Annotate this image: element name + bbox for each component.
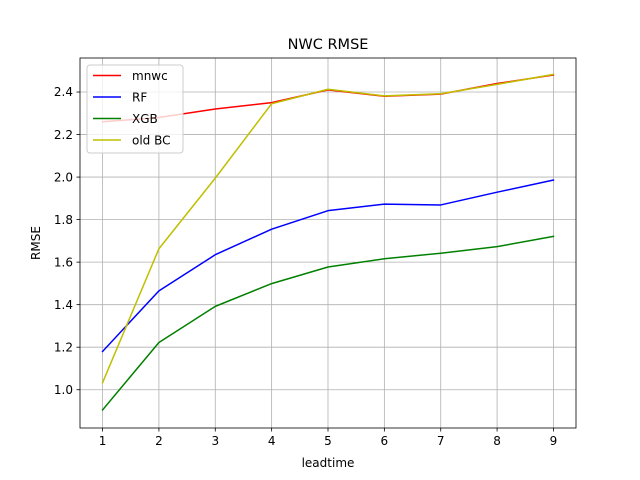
- y-tick-label: 1.6: [54, 255, 73, 269]
- legend-label-xgb: XGB: [132, 112, 158, 126]
- x-tick-label: 1: [99, 434, 107, 448]
- x-tick-label: 8: [493, 434, 501, 448]
- legend-box: [86, 64, 184, 154]
- grid: [80, 58, 576, 428]
- x-tick-label: 5: [324, 434, 332, 448]
- y-tick-label: 1.2: [54, 340, 73, 354]
- legend-label-mnwc: mnwc: [132, 69, 168, 83]
- series-line-rf: [101, 179, 555, 353]
- series-line-xgb: [101, 235, 555, 411]
- series-line-old-bc: [101, 73, 555, 384]
- x-tick-label: 6: [381, 434, 389, 448]
- y-axis-label: RMSE: [29, 226, 43, 260]
- legend-label-old-bc: old BC: [132, 133, 171, 147]
- y-tick-label: 2.0: [54, 170, 73, 184]
- y-tick-label: 1.8: [54, 213, 73, 227]
- y-tick-label: 1.4: [54, 298, 73, 312]
- y-tick-label: 1.0: [54, 383, 73, 397]
- y-axis-ticks: 1.0 1.2 1.4 1.6 1.8 2.0 2.2 2.4: [54, 85, 80, 397]
- x-axis-label: leadtime: [302, 456, 355, 470]
- legend: mnwc RF XGB old BC: [86, 64, 184, 154]
- y-tick-label: 2.4: [54, 85, 73, 99]
- x-tick-label: 3: [211, 434, 219, 448]
- chart-title: NWC RMSE: [288, 37, 369, 53]
- x-tick-label: 7: [437, 434, 445, 448]
- legend-label-rf: RF: [132, 90, 147, 104]
- x-tick-label: 9: [550, 434, 558, 448]
- x-tick-label: 4: [268, 434, 276, 448]
- x-tick-label: 2: [155, 434, 163, 448]
- x-axis-ticks: 1 2 3 4 5 6 7 8 9: [99, 428, 558, 448]
- y-tick-label: 2.2: [54, 128, 73, 142]
